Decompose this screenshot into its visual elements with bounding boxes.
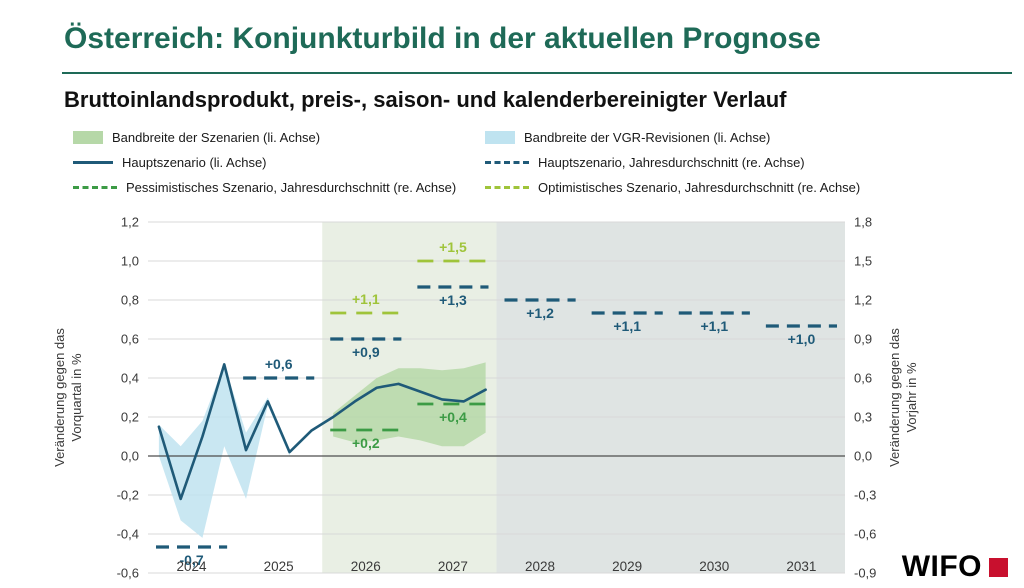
left-axis-title: Vorquartal in % [69,353,84,442]
annual-label-pessimistisch-2027: +0,4 [439,409,467,425]
x-axis-year-label: 2024 [177,559,208,574]
annual-label-optimistisch-2027: +1,5 [439,239,467,255]
legend-label: Pessimistisches Szenario, Jahresdurchsch… [126,180,457,195]
right-axis-tick-label: 0,9 [854,332,872,347]
left-axis-tick-label: 0,0 [121,449,139,464]
left-axis-tick-label: 1,2 [121,215,139,230]
legend-item-optimistisches-szenario: Optimistisches Szenario, Jahresdurchschn… [485,176,860,199]
title-rule [62,72,1012,74]
legend-item-band-vgr-revisionen: Bandbreite der VGR-Revisionen (li. Achse… [485,126,860,149]
x-axis-year-label: 2030 [699,559,729,574]
x-axis-year-label: 2029 [612,559,642,574]
left-axis-tick-label: 0,6 [121,332,139,347]
left-axis-tick-label: 0,8 [121,293,139,308]
annual-label-hauptszenario-2030: +1,1 [700,318,728,334]
band-vgr-revisionen [158,364,290,538]
dashed-line-swatch-icon [485,161,529,164]
dashed-green-swatch-icon [73,186,117,189]
right-axis-tick-label: 1,8 [854,215,872,230]
hauptszenario-line [157,363,487,501]
annual-label-optimistisch-2026: +1,1 [352,291,380,307]
page-title: Österreich: Konjunkturbild in der aktuel… [64,22,821,55]
wifo-logo-text: WIFO [901,550,982,583]
legend-item-band-szenarien: Bandbreite der Szenarien (li. Achse) [73,126,485,149]
dashed-lightgreen-swatch-icon [485,186,529,189]
x-axis-year-label: 2025 [264,559,294,574]
legend-label: Bandbreite der VGR-Revisionen (li. Achse… [524,130,771,145]
band-szenarien-swatch-icon [73,131,103,144]
annual-label-hauptszenario-2028: +1,2 [526,305,554,321]
left-axis-tick-label: -0,6 [117,566,139,581]
annual-label-hauptszenario-2031: +1,0 [788,331,816,347]
right-axis-tick-label: 1,2 [854,293,872,308]
right-axis-tick-label: 0,0 [854,449,872,464]
x-axis-year-label: 2027 [438,559,468,574]
right-axis-title: Veränderung gegen das [887,328,902,467]
annual-label-hauptszenario-2027: +1,3 [439,292,467,308]
legend-item-hauptszenario: Hauptszenario (li. Achse) [73,151,485,174]
legend: Bandbreite der Szenarien (li. Achse) Ban… [73,126,860,199]
legend-item-hauptszenario-jahresdurchschnitt: Hauptszenario, Jahresdurchschnitt (re. A… [485,151,860,174]
annual-label-hauptszenario-2026: +0,9 [352,344,380,360]
right-axis-tick-label: 0,6 [854,371,872,386]
x-axis-year-label: 2028 [525,559,555,574]
annual-label-hauptszenario-2029: +1,1 [613,318,641,334]
left-axis-tick-label: 0,2 [121,410,139,425]
right-axis-tick-label: -0,3 [854,488,876,503]
x-axis-year-label: 2031 [786,559,816,574]
legend-label: Optimistisches Szenario, Jahresdurchschn… [538,180,861,195]
left-axis-tick-label: 0,4 [121,371,139,386]
legend-label: Hauptszenario (li. Achse) [122,155,267,170]
left-axis-tick-label: -0,2 [117,488,139,503]
right-axis-title: Vorjahr in % [904,362,919,433]
right-axis-tick-label: 1,5 [854,254,872,269]
legend-label: Bandbreite der Szenarien (li. Achse) [112,130,321,145]
band-szenarien [333,362,486,447]
annual-label-pessimistisch-2026: +0,2 [352,435,380,451]
chart-title: Bruttoinlandsprodukt, preis-, saison- un… [64,87,787,112]
logo-red-square [989,557,1008,577]
legend-item-pessimistisches-szenario: Pessimistisches Szenario, Jahresdurchsch… [73,176,485,199]
legend-label: Hauptszenario, Jahresdurchschnitt (re. A… [538,155,805,170]
x-axis-year-label: 2026 [351,559,381,574]
left-axis-tick-label: 1,0 [121,254,139,269]
solid-line-swatch-icon [73,161,113,164]
region-prognose-jahreswerte [496,222,845,573]
band-vgr-swatch-icon [485,131,515,144]
left-axis-tick-label: -0,4 [117,527,139,542]
right-axis-tick-label: -0,6 [854,527,876,542]
wifo-logo: WIFO [902,550,1008,584]
annual-label-hauptszenario-2025: +0,6 [265,356,293,372]
left-axis-title: Veränderung gegen das [52,328,67,467]
right-axis-tick-label: 0,3 [854,410,872,425]
annual-label-hauptszenario-2024: -0,7 [180,552,204,568]
right-axis-tick-label: -0,9 [854,566,876,581]
